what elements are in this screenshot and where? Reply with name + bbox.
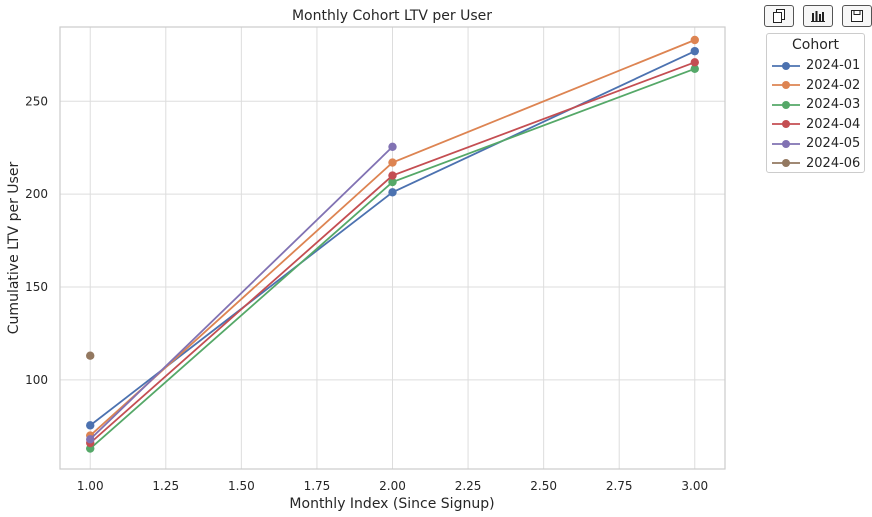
x-tick-label: 3.00 — [681, 479, 708, 493]
grid-lines — [60, 27, 725, 469]
x-tick-label: 1.00 — [77, 479, 104, 493]
legend-marker — [772, 81, 800, 89]
legend-label: 2024-01 — [806, 58, 861, 73]
series-2024-06 — [86, 351, 95, 360]
series-2024-05 — [86, 142, 397, 444]
plot-area — [59, 26, 726, 470]
data-point — [388, 177, 397, 187]
axis-ticks: 1.00 1.25 1.50 1.75 2.00 2.25 2.50 2.75 3.00 100 1… — [25, 94, 708, 493]
legend-label: 2024-06 — [806, 155, 861, 171]
data-point — [86, 351, 95, 360]
x-tick-label: 1.25 — [152, 479, 179, 493]
legend-marker — [772, 139, 800, 148]
copy-icon — [773, 9, 785, 23]
bar-chart-icon — [811, 10, 825, 22]
legend-marker — [772, 159, 800, 167]
legend-item: 2024-03 — [772, 95, 860, 114]
series-2024-03 — [86, 64, 699, 453]
legend-item: 2024-05 — [772, 134, 860, 153]
data-point — [86, 435, 95, 444]
data-point — [388, 188, 397, 197]
chart-toolbar — [764, 5, 872, 27]
data-point — [86, 421, 95, 430]
data-point — [388, 158, 397, 167]
legend-label: 2024-04 — [806, 116, 861, 132]
data-point — [388, 171, 397, 180]
legend-label: 2024-02 — [806, 77, 861, 93]
data-point — [690, 35, 699, 45]
legend-item: 2024-02 — [772, 76, 860, 95]
chart-title: Monthly Cohort LTV per User — [292, 8, 492, 24]
x-tick-label: 2.00 — [379, 479, 406, 493]
legend: Cohort 2024-01 2024-02 2024-03 2024-04 2024-… — [766, 33, 865, 173]
data-point — [690, 58, 699, 67]
x-tick-label: 2.75 — [606, 479, 633, 493]
copy-button[interactable] — [764, 5, 794, 27]
save-icon — [851, 10, 863, 22]
x-axis-label: Monthly Index (Since Signup) — [289, 496, 494, 512]
chart-button[interactable] — [803, 5, 833, 27]
x-tick-label: 2.50 — [530, 479, 557, 493]
legend-item: 2024-04 — [772, 115, 860, 134]
x-tick-label: 1.50 — [228, 479, 255, 493]
legend-label: 2024-03 — [806, 97, 861, 112]
y-tick-label: 100 — [25, 373, 48, 387]
data-point — [388, 142, 397, 151]
legend-title: Cohort — [791, 37, 840, 53]
y-tick-label: 150 — [25, 280, 48, 294]
series-line — [89, 146, 394, 440]
y-tick-label: 200 — [25, 187, 48, 201]
legend-marker — [772, 100, 800, 109]
data-point — [690, 46, 699, 56]
legend-marker — [772, 61, 800, 70]
legend-item: 2024-01 — [772, 56, 860, 75]
legend-label: 2024-05 — [806, 136, 861, 151]
x-tick-label: 1.75 — [304, 479, 331, 493]
y-tick-label: 250 — [25, 94, 48, 108]
data-point — [690, 64, 699, 73]
legend-item: 2024-06 — [772, 154, 860, 173]
save-button[interactable] — [842, 5, 872, 27]
series-2024-01 — [86, 46, 699, 430]
x-tick-label: 2.25 — [455, 479, 482, 493]
data-series — [86, 35, 699, 453]
y-axis-label: Cumulative LTV per User — [6, 162, 22, 335]
legend-marker — [772, 120, 800, 128]
